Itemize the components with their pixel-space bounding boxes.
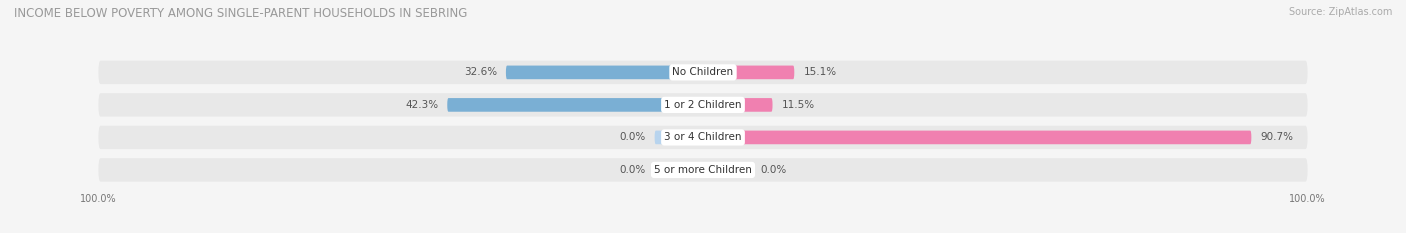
FancyBboxPatch shape <box>655 130 703 144</box>
Text: 0.0%: 0.0% <box>619 132 645 142</box>
Text: 90.7%: 90.7% <box>1260 132 1294 142</box>
Text: 5 or more Children: 5 or more Children <box>654 165 752 175</box>
Text: 15.1%: 15.1% <box>803 67 837 77</box>
FancyBboxPatch shape <box>98 61 1308 84</box>
Text: 0.0%: 0.0% <box>761 165 787 175</box>
Text: 1 or 2 Children: 1 or 2 Children <box>664 100 742 110</box>
FancyBboxPatch shape <box>703 65 794 79</box>
Text: 42.3%: 42.3% <box>405 100 439 110</box>
FancyBboxPatch shape <box>98 126 1308 149</box>
FancyBboxPatch shape <box>447 98 703 112</box>
Text: 11.5%: 11.5% <box>782 100 814 110</box>
FancyBboxPatch shape <box>98 158 1308 182</box>
FancyBboxPatch shape <box>703 163 751 177</box>
FancyBboxPatch shape <box>655 163 703 177</box>
Text: 3 or 4 Children: 3 or 4 Children <box>664 132 742 142</box>
FancyBboxPatch shape <box>506 65 703 79</box>
FancyBboxPatch shape <box>703 98 772 112</box>
Text: No Children: No Children <box>672 67 734 77</box>
Text: 0.0%: 0.0% <box>619 165 645 175</box>
Text: 32.6%: 32.6% <box>464 67 496 77</box>
FancyBboxPatch shape <box>98 93 1308 116</box>
FancyBboxPatch shape <box>703 130 1251 144</box>
Text: INCOME BELOW POVERTY AMONG SINGLE-PARENT HOUSEHOLDS IN SEBRING: INCOME BELOW POVERTY AMONG SINGLE-PARENT… <box>14 7 467 20</box>
Text: Source: ZipAtlas.com: Source: ZipAtlas.com <box>1288 7 1392 17</box>
